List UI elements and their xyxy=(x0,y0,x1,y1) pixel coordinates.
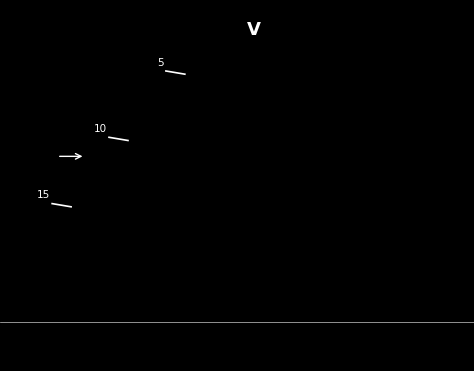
Text: 5: 5 xyxy=(157,58,164,68)
Text: Fig. 1.: Fig. 1. xyxy=(9,332,62,347)
Text: 10: 10 xyxy=(93,124,107,134)
Text: Pericardial effusion on initial echocardiographic evaluation.: Pericardial effusion on initial echocard… xyxy=(45,332,474,347)
Text: V: V xyxy=(246,21,261,39)
Polygon shape xyxy=(0,0,474,329)
Text: 15: 15 xyxy=(36,190,50,200)
